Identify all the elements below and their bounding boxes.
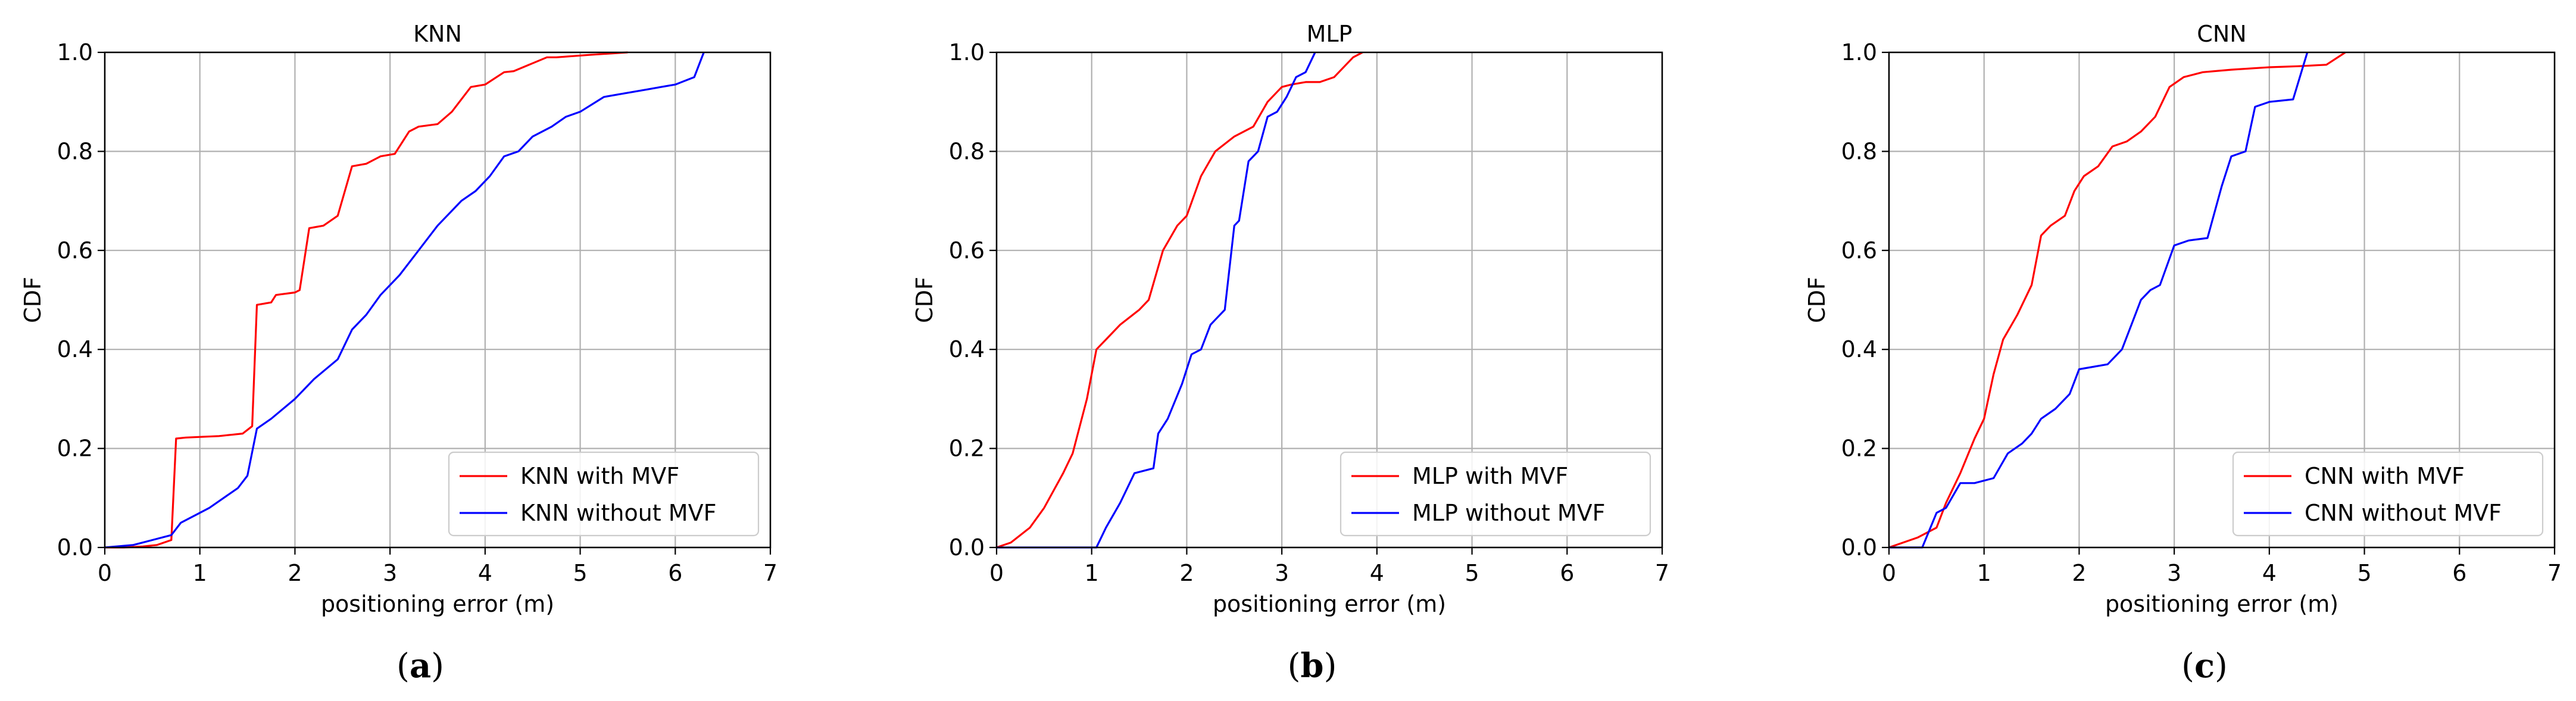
x-tick-label: 5 [2357, 560, 2371, 586]
y-tick-label: 0.4 [1841, 336, 1877, 362]
x-tick-label: 4 [478, 560, 492, 586]
y-tick-label: 1.0 [949, 39, 985, 65]
x-axis-label: positioning error (m) [2105, 591, 2338, 617]
x-tick-label: 7 [2547, 560, 2562, 586]
x-tick-label: 7 [763, 560, 778, 586]
x-tick-label: 6 [2452, 560, 2466, 586]
x-tick-label: 2 [1179, 560, 1194, 586]
x-tick-label: 0 [989, 560, 1004, 586]
x-tick-label: 2 [2072, 560, 2086, 586]
x-tick-label: 3 [383, 560, 397, 586]
legend: MLP with MVF MLP without MVF [1339, 451, 1651, 537]
y-tick-label: 0.0 [1841, 534, 1877, 561]
x-tick-label: 6 [1560, 560, 1574, 586]
legend-entry: CNN without MVF [2305, 500, 2502, 526]
y-tick-label: 0.6 [57, 237, 93, 264]
y-axis-label: CDF [1804, 277, 1830, 323]
y-axis-label: CDF [20, 277, 46, 323]
series-line-mlp-without-mvf [997, 52, 1316, 549]
x-tick-label: 1 [1977, 560, 1991, 586]
axes-frame [1888, 51, 2556, 549]
legend-entry: CNN with MVF [2305, 463, 2465, 489]
series-line-cnn-with-mvf [1888, 51, 2346, 549]
y-tick-label: 1.0 [1841, 39, 1877, 65]
legend-entry: MLP without MVF [1412, 500, 1606, 526]
y-tick-label: 0.4 [949, 336, 985, 362]
legend-entry: KNN without MVF [520, 500, 716, 526]
x-tick-label: 1 [193, 560, 207, 586]
panel-label-a: (a) [396, 646, 444, 686]
y-tick-label: 0.8 [1841, 138, 1877, 164]
x-tick-label: 1 [1085, 560, 1099, 586]
x-tick-label: 4 [2262, 560, 2277, 586]
y-tick-label: 0.0 [949, 534, 985, 561]
legend-entry: KNN with MVF [520, 463, 679, 489]
legend: CNN with MVF CNN without MVF [2232, 451, 2544, 537]
series-line-knn-without-mvf [104, 52, 705, 549]
legend-box [2232, 451, 2544, 537]
series-line-cnn-without-mvf [1889, 52, 2309, 549]
series-line-knn-with-mvf [105, 51, 628, 549]
x-tick-label: 5 [1465, 560, 1479, 586]
x-tick-label: 6 [668, 560, 682, 586]
chart-title: CNN [2197, 21, 2246, 47]
legend: KNN with MVF KNN without MVF [448, 451, 760, 537]
axes-frame [995, 51, 1663, 549]
y-axis-label: CDF [911, 277, 938, 323]
y-tick-label: 0.4 [57, 336, 93, 362]
chart-title: MLP [1307, 21, 1353, 47]
y-tick-label: 0.8 [949, 138, 985, 164]
legend-box [448, 451, 760, 537]
y-tick-label: 0.6 [949, 237, 985, 264]
y-tick-label: 0.6 [1841, 237, 1877, 264]
x-tick-label: 5 [573, 560, 587, 586]
y-tick-label: 0.2 [949, 436, 985, 462]
y-tick-label: 0.2 [57, 436, 93, 462]
legend-box [1339, 451, 1651, 537]
chart-panel-mlp: 0 1 2 3 4 5 6 7 0.0 0.2 0.4 0.6 0.8 1.0 MLP positioning… [911, 21, 1669, 617]
x-tick-label: 0 [98, 560, 112, 586]
y-tick-label: 1.0 [57, 39, 93, 65]
y-tick-label: 0.2 [1841, 436, 1877, 462]
chart-title: KNN [413, 21, 462, 47]
panel-label-b: (b) [1288, 646, 1337, 686]
y-tick-label: 0.8 [57, 138, 93, 164]
chart-panel-knn: 0 1 2 3 4 5 6 7 0.0 0.2 0.4 0.6 0.8 1.0 KNN positioning… [20, 21, 778, 617]
chart-panel-cnn: 0 1 2 3 4 5 6 7 0.0 0.2 0.4 0.6 0.8 1.0 CNN positioning… [1804, 21, 2562, 617]
y-tick-label: 0.0 [57, 534, 93, 561]
x-tick-label: 4 [1370, 560, 1384, 586]
x-tick-label: 7 [1655, 560, 1669, 586]
x-axis-label: positioning error (m) [321, 591, 554, 617]
series-line-mlp-with-mvf [996, 51, 1363, 549]
x-tick-label: 3 [1275, 560, 1289, 586]
legend-entry: MLP with MVF [1412, 463, 1568, 489]
x-axis-label: positioning error (m) [1213, 591, 1446, 617]
x-tick-label: 0 [1882, 560, 1896, 586]
panel-label-c: (c) [2181, 646, 2228, 686]
x-tick-label: 3 [2167, 560, 2181, 586]
axes-frame [104, 51, 772, 549]
x-tick-label: 2 [288, 560, 302, 586]
